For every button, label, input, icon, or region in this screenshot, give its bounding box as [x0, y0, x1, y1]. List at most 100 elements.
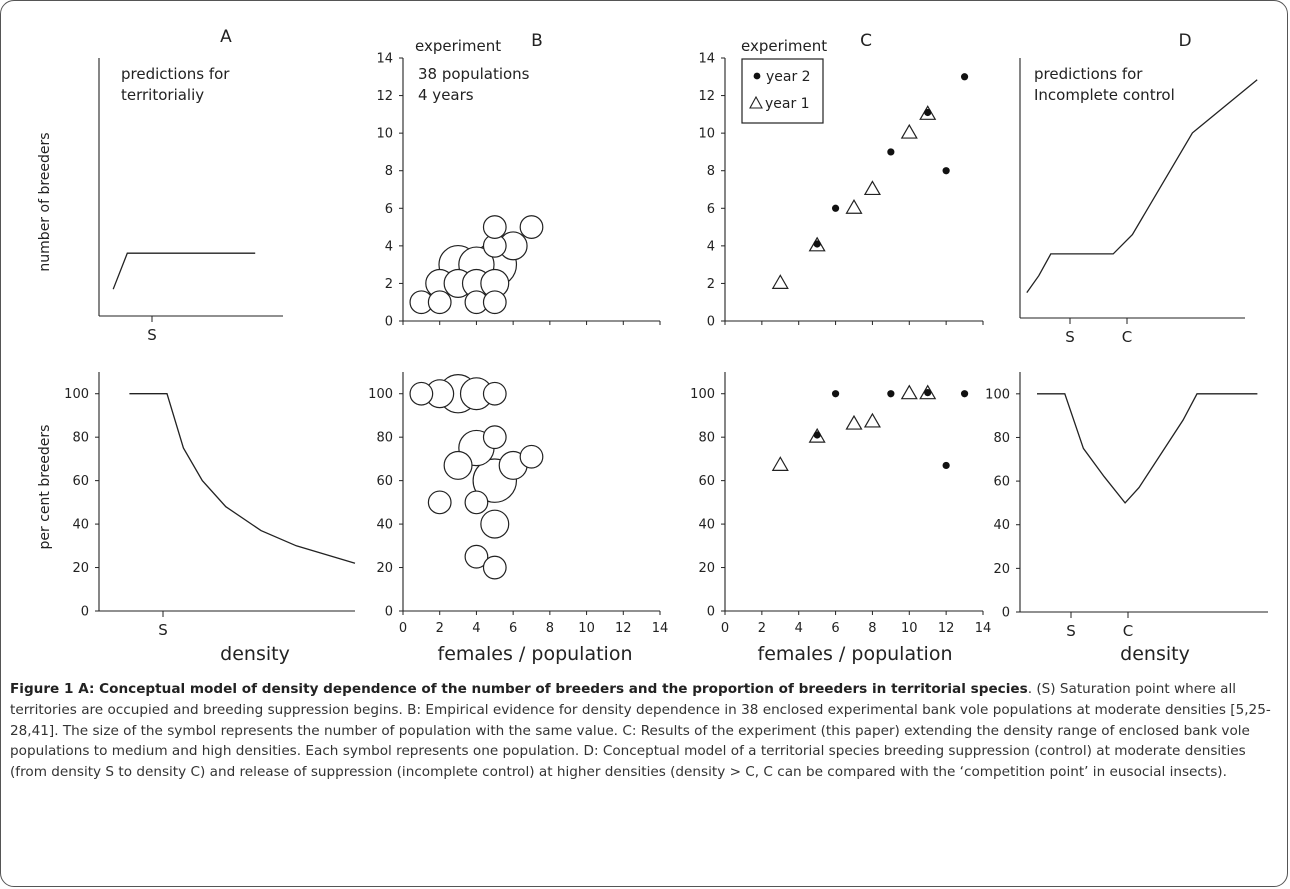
panel-b-bottom-bubble [443, 450, 473, 480]
panel-b-bottom-xtick-label: 2 [436, 621, 444, 636]
panel-b-top-ytick-label: 0 [385, 315, 393, 330]
panel-b-bottom-xtick-label: 4 [472, 621, 480, 636]
panel-b-bottom-xtick-label: 6 [509, 621, 517, 636]
panel-a-bottom-ytick-label: 100 [64, 387, 89, 402]
panel-d-annotation: predictions for [1034, 65, 1143, 83]
panel-a-annotation: territorialiy [121, 86, 204, 104]
panel-c-bottom-point-year1 [808, 427, 826, 443]
panel-a-bottom-ylabel: per cent breeders [37, 425, 53, 550]
panel-b-top-ytick-label: 2 [385, 277, 393, 292]
panel-b-bottom-bubble [482, 425, 507, 450]
panel-b-bottom-xtick-label: 14 [652, 621, 669, 636]
panel-c-annotation: experiment [741, 37, 827, 55]
panel-d-bottom-concept-tick-label: S [1066, 622, 1076, 640]
panel-c-bottom-point-year2 [887, 390, 895, 398]
panel-a-top-series-line [112, 252, 256, 290]
panel-a-bottom-ytick-label: 40 [72, 518, 89, 533]
panel-c-bottom-point-year2 [942, 461, 950, 470]
panel-c-top-ytick-label: 6 [707, 202, 715, 217]
panel-b-bottom-xtick-label: 12 [615, 621, 632, 636]
panel-c-bottom-point-year2 [831, 390, 840, 398]
panel-b-bottom-ytick-label: 20 [376, 561, 393, 576]
panel-a-bottom-ytick-label: 0 [81, 605, 89, 620]
legend-marker-year1 [749, 95, 763, 109]
panel-c-bottom-ytick-label: 80 [698, 431, 715, 446]
panel-d-bottom-ytick-label: 20 [993, 562, 1010, 577]
panel-c-top-ytick-label: 0 [707, 315, 715, 330]
panel-a-bottom-xlabel: density [220, 643, 290, 665]
panel-c-top-ytick-label: 4 [707, 239, 715, 254]
panel-c-bottom-point-year1 [900, 384, 918, 400]
panel-c-top-point-year2 [924, 108, 932, 117]
panel-a-top-ylabel: number of breeders [37, 132, 53, 271]
panel-b-bottom-bubble [519, 444, 544, 469]
panel-c-bottom-ytick-label: 100 [690, 387, 715, 402]
panel-c-bottom-point-year1 [845, 414, 863, 430]
panel-c-bottom-xtick-label: 2 [758, 621, 766, 636]
panel-c-bottom-ytick-label: 60 [698, 474, 715, 489]
panel-c-bottom-point-year2 [813, 431, 821, 439]
panel-d-bottom-concept-tick-label: C [1123, 622, 1133, 640]
panel-c-top-ytick-label: 8 [707, 164, 715, 179]
panel-c-top-ytick-label: 12 [698, 89, 715, 104]
panel-b-top-ytick-label: 14 [376, 52, 393, 67]
panel-d-bottom-series-line [1037, 393, 1258, 504]
panel-c-legend-box [741, 58, 824, 124]
panel-c-top-point-year1 [863, 180, 881, 196]
legend-marker-year2 [753, 72, 761, 80]
panel-d-top-concept-tick-label: S [1065, 328, 1075, 346]
panel-a-bottom-concept-tick-label: S [158, 621, 168, 639]
panel-c-top-ytick-label: 2 [707, 277, 715, 292]
panel-c-top-point-year1 [771, 274, 789, 289]
panel-b-top-bubble [427, 290, 452, 315]
panel-c-bottom-xlabel: females / population [758, 643, 953, 665]
panel-b-bottom-xtick-label: 8 [546, 621, 554, 636]
panel-b-bottom-bubble [427, 490, 452, 515]
panel-d-top-series-line [1026, 79, 1258, 293]
legend-label-year1: year 1 [765, 96, 810, 112]
panel-c-top-point-year1 [919, 105, 937, 120]
panel-c-bottom-ytick-label: 0 [707, 605, 715, 620]
panel-c-bottom-xtick-label: 10 [901, 621, 918, 636]
panel-c-bottom-ytick-label: 20 [698, 561, 715, 576]
panel-d-bottom-ytick-label: 80 [993, 431, 1010, 446]
panel-c-bottom-point-year2 [960, 390, 969, 398]
panel-c-bottom-xtick-label: 0 [721, 621, 729, 636]
panel-c-bottom-xtick-label: 8 [868, 621, 876, 636]
panel-b-bottom-bubble [482, 381, 507, 406]
panel-c-top-point-year2 [831, 204, 840, 212]
panel-d-bottom-ytick-label: 0 [1002, 606, 1010, 621]
panel-c-top-point-year1 [900, 123, 918, 139]
panel-d-bottom-ytick-label: 100 [985, 387, 1010, 402]
panel-b-bottom-xlabel: females / population [438, 643, 633, 665]
panel-b-bottom-xtick-label: 10 [578, 621, 595, 636]
panel-c-top-point-year2 [960, 73, 969, 81]
panel-b-top-bubble [519, 215, 544, 239]
panel-c-bottom-xtick-label: 12 [938, 621, 955, 636]
panel-a-label: A [220, 27, 232, 47]
panel-d-top-concept-tick-label: C [1122, 328, 1132, 346]
panel-c-top-point-year1 [845, 199, 863, 214]
panel-b-top-bubble [482, 215, 507, 239]
panel-a-bottom-ytick-label: 20 [72, 561, 89, 576]
panel-b-bottom-bubble [482, 555, 507, 580]
panel-c-label: C [860, 31, 872, 51]
panel-c-top-ytick-label: 10 [698, 127, 715, 142]
panel-d-label: D [1178, 31, 1191, 51]
panel-c-bottom-xtick-label: 6 [831, 621, 839, 636]
caption-text: . (S) Saturation point where all territo… [10, 681, 1271, 781]
panel-c-bottom-ytick-label: 40 [698, 518, 715, 533]
panel-b-top-bubble [482, 290, 507, 315]
panel-b-label: B [531, 31, 543, 51]
panel-c-bottom-point-year1 [863, 412, 881, 428]
panel-d-annotation: Incomplete control [1034, 86, 1175, 104]
panel-b-subtitle: 38 populations [418, 65, 530, 83]
panel-c-bottom-point-year1 [919, 384, 937, 400]
panel-c-top-point-year2 [887, 148, 895, 156]
panel-b-subtitle: 4 years [418, 86, 474, 104]
caption-title: Figure 1 A: Conceptual model of density … [10, 681, 1028, 697]
panel-b-bottom-ytick-label: 0 [385, 605, 393, 620]
panel-d-bottom-ytick-label: 60 [993, 475, 1010, 490]
